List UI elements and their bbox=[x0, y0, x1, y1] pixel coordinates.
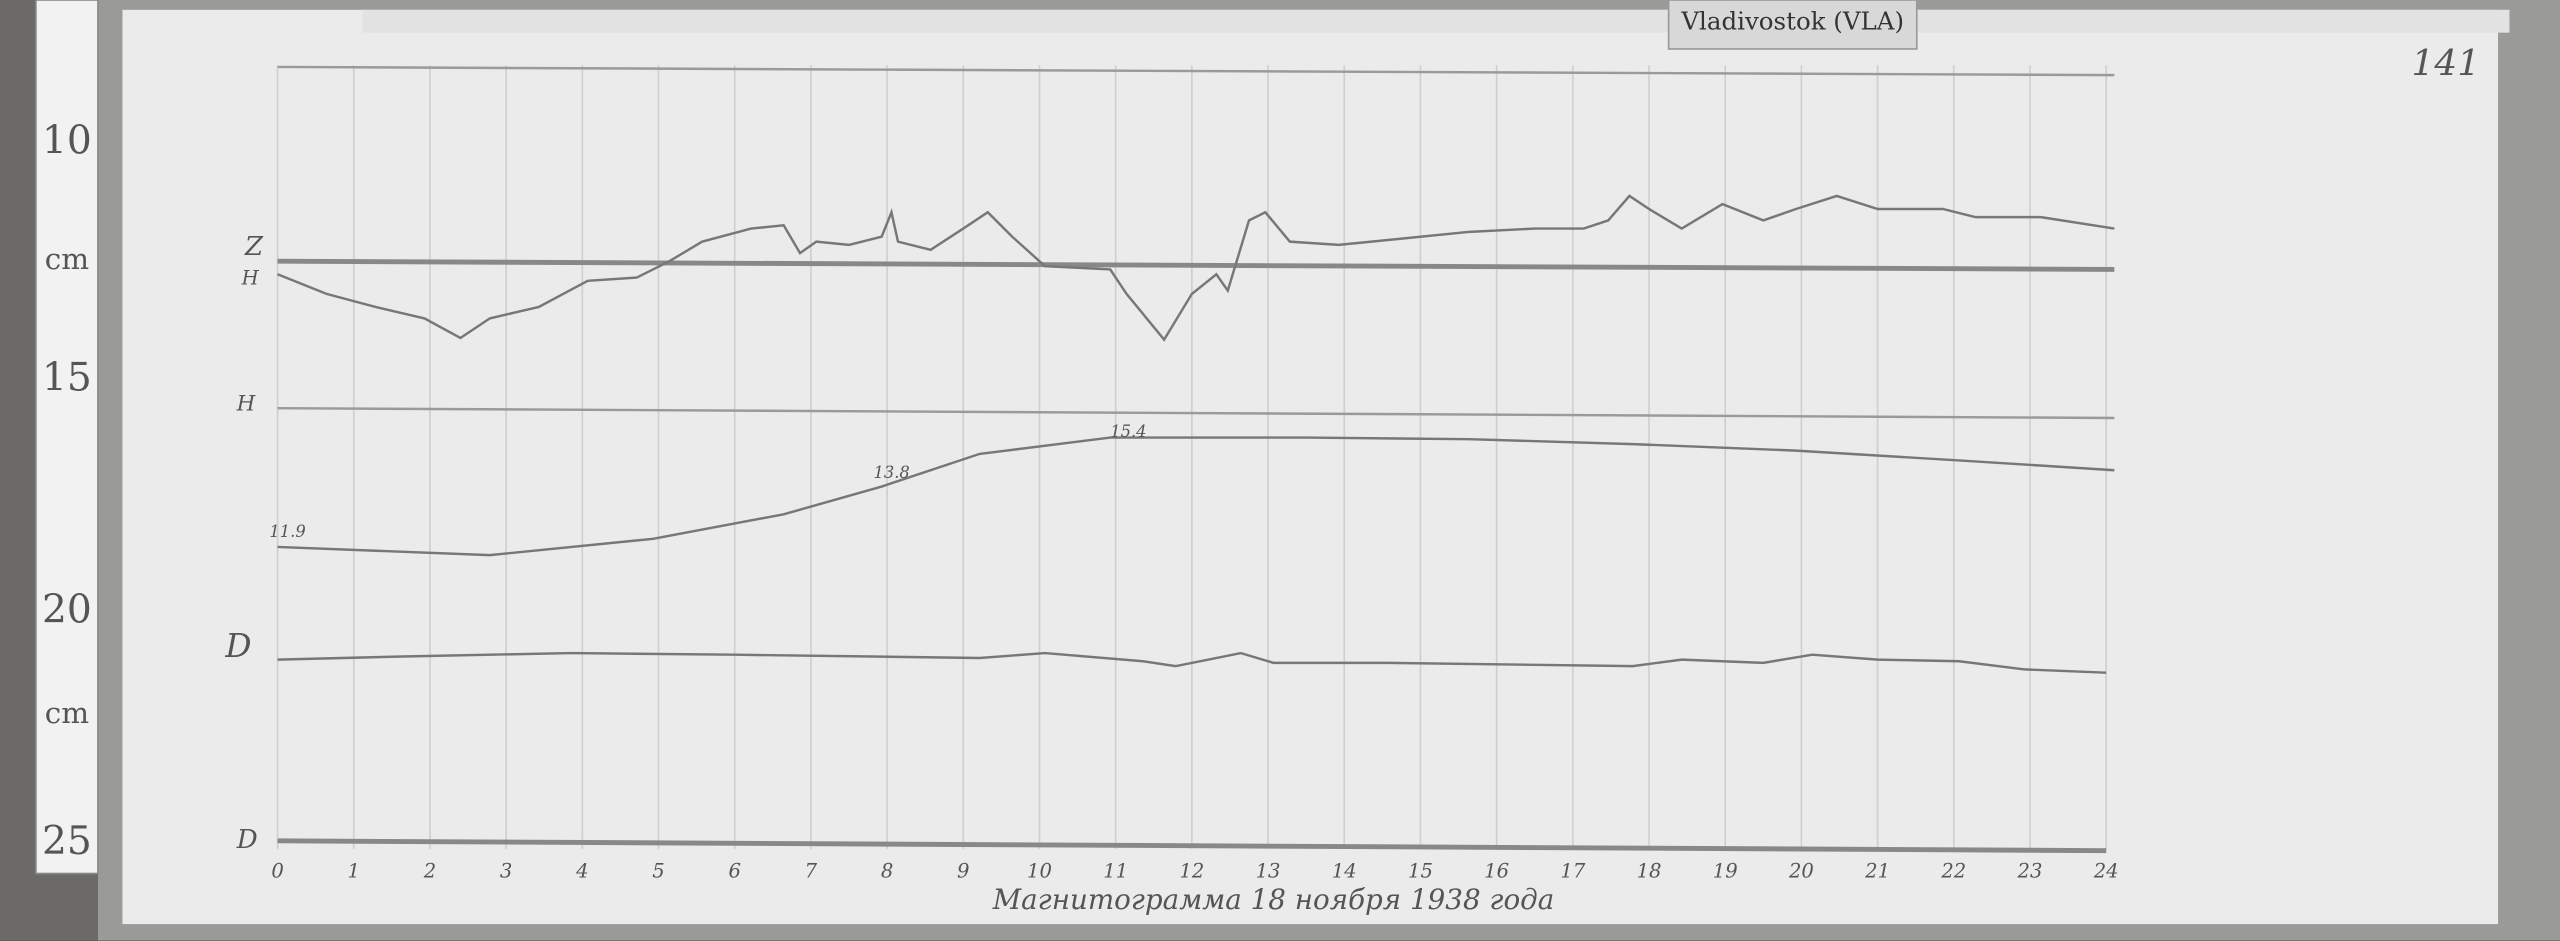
ruler-label: cm bbox=[45, 242, 89, 276]
ruler bbox=[35, 0, 99, 875]
hour-label: 24 bbox=[2093, 859, 2119, 882]
hour-label: 0 bbox=[271, 859, 283, 882]
ruler-label: 25 bbox=[42, 819, 92, 864]
hour-label: 8 bbox=[881, 859, 893, 882]
ruler-label: 15 bbox=[42, 355, 92, 400]
baseline bbox=[277, 838, 2107, 854]
temperature-labels: 11.9 13.8 15.4 bbox=[269, 422, 1146, 541]
z-trace bbox=[277, 194, 2115, 342]
hour-grid bbox=[276, 65, 2107, 850]
hour-label: 16 bbox=[1484, 859, 1509, 882]
trace-label: D bbox=[236, 825, 258, 855]
hour-label: 15 bbox=[1408, 859, 1433, 882]
station-label: Vladivostok (VLA) bbox=[1680, 6, 1904, 35]
traces bbox=[277, 194, 2115, 674]
baseline bbox=[277, 258, 2115, 272]
hour-label: 18 bbox=[1637, 859, 1662, 882]
hour-label: 12 bbox=[1179, 859, 1204, 882]
hour-label: 5 bbox=[652, 859, 664, 882]
baseline bbox=[277, 65, 2115, 77]
hour-label: 1 bbox=[348, 859, 360, 882]
temperature-label: 13.8 bbox=[873, 463, 909, 482]
hour-label: 9 bbox=[957, 859, 969, 882]
ruler-labels: 10 cm 15 20 cm 25 bbox=[42, 119, 92, 864]
hour-label: 13 bbox=[1256, 859, 1281, 882]
hour-label: 10 bbox=[1027, 859, 1052, 882]
trace-labels: Z H H D D bbox=[224, 232, 264, 855]
trace-label: H bbox=[241, 267, 260, 290]
caption: Магнитограмма 18 ноября 1938 года bbox=[992, 883, 1555, 916]
ruler-label: 10 bbox=[42, 119, 92, 164]
sheet-number: 141 bbox=[2412, 43, 2481, 84]
trace-label: Z bbox=[244, 232, 264, 262]
ruler-label: cm bbox=[45, 696, 89, 730]
hour-label: 21 bbox=[1864, 859, 1890, 882]
hour-label: 6 bbox=[728, 859, 740, 882]
hour-label: 14 bbox=[1332, 859, 1357, 882]
hour-label: 22 bbox=[1940, 859, 1966, 882]
tape bbox=[362, 9, 2510, 33]
trace-label: D bbox=[224, 627, 251, 665]
d-trace bbox=[277, 651, 2107, 674]
hour-label: 19 bbox=[1713, 859, 1738, 882]
station-tag bbox=[1667, 0, 1918, 50]
temperature-label: 11.9 bbox=[269, 522, 305, 541]
trace-label: H bbox=[236, 391, 256, 416]
temperature-trace bbox=[277, 436, 2115, 557]
hour-label: 23 bbox=[2017, 859, 2043, 882]
hour-label: 20 bbox=[1788, 859, 1814, 882]
hour-label: 2 bbox=[423, 859, 436, 882]
hour-labels: 0 1 2 3 4 5 6 7 8 9 10 11 12 13 14 15 16 17 18 19 20 21 22 23 24 bbox=[271, 859, 2118, 882]
baselines bbox=[277, 65, 2115, 854]
temperature-label: 15.4 bbox=[1110, 422, 1146, 441]
baseline bbox=[277, 406, 2115, 420]
hour-label: 7 bbox=[805, 859, 818, 882]
ruler-label: 20 bbox=[42, 587, 92, 632]
hour-label: 17 bbox=[1560, 859, 1585, 882]
hour-label: 4 bbox=[575, 859, 588, 882]
hour-label: 3 bbox=[500, 859, 512, 882]
paper bbox=[122, 9, 2499, 925]
hour-label: 11 bbox=[1103, 859, 1128, 882]
